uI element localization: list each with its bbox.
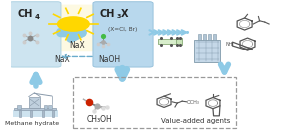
Point (100, 45, 105, 48)
Text: CH: CH (99, 9, 115, 19)
Point (34, 34, 39, 36)
Text: Methane hydrate: Methane hydrate (4, 121, 59, 126)
Bar (213, 34, 216, 40)
Point (100, 107, 105, 109)
Text: NaX: NaX (69, 41, 85, 50)
Bar (13, 110, 58, 117)
FancyBboxPatch shape (93, 2, 153, 67)
Text: 3: 3 (116, 14, 121, 19)
Bar (14, 108, 56, 110)
Point (34, 40, 39, 43)
Text: CH₃OH: CH₃OH (86, 115, 112, 124)
Circle shape (58, 17, 89, 31)
Point (28, 32, 33, 34)
Text: Value-added agents: Value-added agents (161, 118, 230, 124)
Bar (176, 38, 182, 45)
Point (175, 44, 179, 46)
Bar (208, 34, 211, 40)
Point (94, 105, 99, 107)
Point (178, 44, 182, 46)
Point (100, 35, 105, 37)
Point (169, 44, 174, 46)
Point (178, 37, 182, 39)
Bar (52, 110, 54, 117)
Bar (203, 34, 206, 40)
Point (159, 44, 164, 46)
Point (95, 43, 100, 45)
Text: 4: 4 (35, 14, 40, 20)
Point (92, 110, 97, 112)
Text: CH: CH (17, 9, 32, 19)
FancyBboxPatch shape (55, 5, 98, 51)
Point (106, 43, 111, 45)
Text: NaX: NaX (54, 55, 70, 64)
Bar (44, 105, 47, 108)
Bar (48, 105, 52, 108)
Bar (158, 39, 178, 44)
Bar (19, 110, 21, 117)
Point (22, 34, 26, 36)
Bar (29, 97, 40, 108)
Point (175, 37, 179, 39)
Point (86, 101, 91, 103)
Text: (X=Cl, Br): (X=Cl, Br) (108, 27, 137, 32)
Bar (30, 110, 32, 117)
Bar (17, 105, 21, 108)
Point (169, 37, 174, 39)
Text: X: X (121, 9, 128, 19)
Bar (42, 110, 44, 117)
Point (159, 37, 164, 39)
Point (100, 40, 105, 43)
FancyBboxPatch shape (10, 2, 61, 67)
Text: OCH₃: OCH₃ (187, 100, 200, 105)
Point (28, 37, 33, 39)
Text: NaOH: NaOH (98, 55, 120, 64)
Point (104, 106, 109, 108)
Bar (194, 40, 220, 62)
Bar (198, 34, 201, 40)
Point (22, 40, 26, 43)
Text: NH: NH (226, 42, 233, 47)
